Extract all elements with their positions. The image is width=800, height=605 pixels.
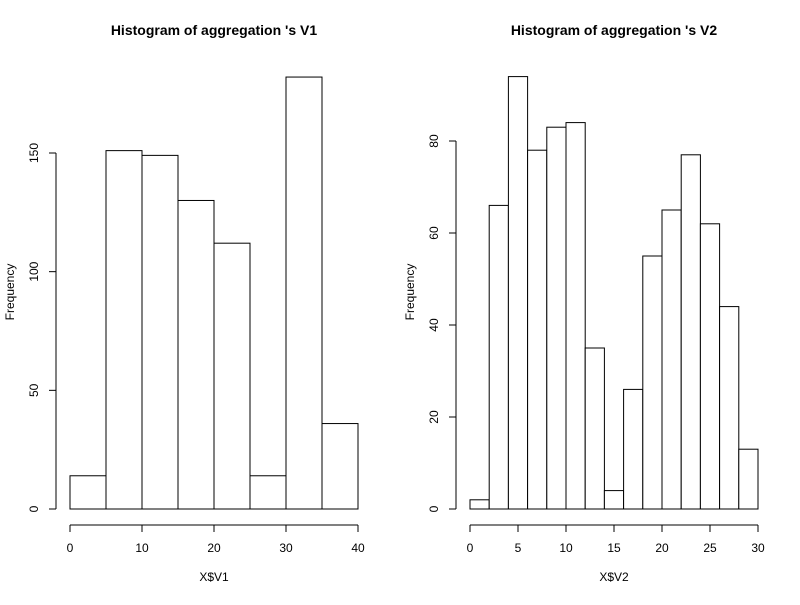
y-axis-label: Frequency bbox=[3, 264, 17, 321]
x-tick-label: 10 bbox=[559, 541, 573, 555]
x-axis-label: X$V1 bbox=[199, 570, 229, 584]
y-axis-label: Frequency bbox=[403, 264, 417, 321]
x-tick-label: 10 bbox=[135, 541, 149, 555]
x-tick-label: 15 bbox=[607, 541, 621, 555]
y-tick-label: 150 bbox=[27, 143, 41, 163]
x-tick-label: 5 bbox=[515, 541, 522, 555]
histogram-bar bbox=[661, 209, 682, 510]
histogram-v1: Histogram of aggregation 's V1 X$V1 Freq… bbox=[3, 22, 365, 584]
histogram-bar bbox=[177, 199, 215, 510]
histogram-bar bbox=[285, 76, 323, 510]
histogram-bar bbox=[507, 76, 529, 510]
x-tick-label: 0 bbox=[67, 541, 74, 555]
x-tick-label: 30 bbox=[751, 541, 765, 555]
histogram-bar bbox=[719, 306, 740, 510]
histogram-bar bbox=[488, 204, 509, 510]
y-tick-label: 100 bbox=[27, 261, 41, 281]
x-axis-label: X$V2 bbox=[599, 570, 629, 584]
y-tick-label: 0 bbox=[27, 505, 41, 512]
y-axis: 0 20 40 60 80 bbox=[427, 134, 457, 512]
histogram-bar bbox=[249, 475, 287, 510]
histogram-bar bbox=[584, 347, 605, 510]
histogram-bar bbox=[680, 154, 701, 510]
x-tick-label: 20 bbox=[655, 541, 669, 555]
y-tick-label: 60 bbox=[427, 226, 441, 240]
x-axis: 0 5 10 15 20 25 30 bbox=[467, 524, 765, 555]
bar-group bbox=[469, 76, 759, 510]
x-axis: 0 10 20 30 40 bbox=[67, 524, 365, 555]
histogram-bar bbox=[141, 154, 179, 510]
y-tick-label: 40 bbox=[427, 318, 441, 332]
chart-title: Histogram of aggregation 's V1 bbox=[111, 22, 318, 38]
histogram-bar bbox=[603, 490, 625, 510]
y-tick-label: 50 bbox=[27, 383, 41, 397]
histogram-bar bbox=[105, 150, 143, 510]
histogram-bar bbox=[623, 388, 644, 510]
histogram-v2: Histogram of aggregation 's V2 X$V2 Freq… bbox=[403, 22, 765, 584]
y-tick-label: 80 bbox=[427, 134, 441, 148]
bar-group bbox=[69, 76, 359, 510]
y-tick-label: 20 bbox=[427, 410, 441, 424]
y-axis: 0 50 100 150 bbox=[27, 143, 57, 512]
chart-title: Histogram of aggregation 's V2 bbox=[511, 22, 718, 38]
histogram-bar bbox=[546, 126, 567, 510]
histogram-bar bbox=[469, 499, 490, 510]
histogram-bar bbox=[527, 149, 548, 510]
histogram-bar bbox=[699, 223, 721, 510]
histogram-bar bbox=[213, 242, 251, 510]
x-tick-label: 20 bbox=[207, 541, 221, 555]
histogram-bar bbox=[321, 423, 359, 510]
y-tick-label: 0 bbox=[427, 505, 441, 512]
histogram-bar bbox=[738, 448, 759, 510]
histogram-bar bbox=[565, 122, 586, 510]
x-tick-label: 25 bbox=[703, 541, 717, 555]
x-tick-label: 40 bbox=[351, 541, 365, 555]
histogram-bar bbox=[69, 475, 107, 510]
histogram-bar bbox=[642, 255, 663, 510]
x-tick-label: 0 bbox=[467, 541, 474, 555]
x-tick-label: 30 bbox=[279, 541, 293, 555]
